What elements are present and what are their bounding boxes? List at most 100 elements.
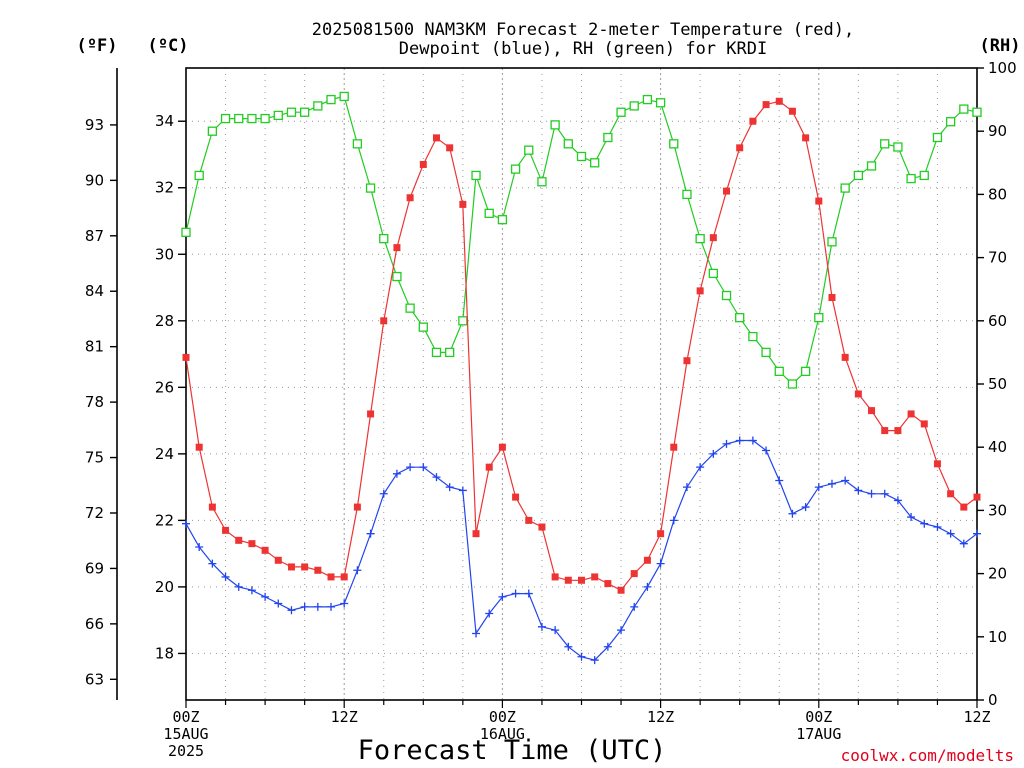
rh-tick-label: 0 [988,691,998,709]
dewpoint-point [854,486,863,495]
rh-point [194,170,204,181]
rh-point [814,312,824,323]
temperature-series [182,97,981,594]
dewpoint-point [406,463,415,472]
dewpoint-point [933,523,942,532]
fahrenheit-tick-label: 72 [85,504,104,522]
temperature-point [828,294,836,302]
celsius-tick-label: 32 [155,179,174,197]
dewpoint-point [392,469,401,478]
temperature-point [894,427,902,435]
rh-point [616,107,626,117]
temperature-point [696,287,704,295]
dewpoint-point [458,486,467,495]
fahrenheit-tick-label: 63 [85,670,104,688]
dewpoint-point [472,629,481,638]
rh-point [299,107,310,117]
temperature-point [248,540,256,548]
rh-point [220,113,231,124]
rh-point [365,183,376,193]
dewpoint-point [893,496,902,505]
temperature-point [287,563,295,571]
temperature-point [353,503,361,511]
rh-point [379,233,389,244]
dewpoint-point [182,519,190,528]
rh-tick-label: 40 [988,438,1007,456]
dewpoint-point [340,599,349,608]
temperature-point [195,443,203,451]
tick-labels: 18 20 22 24 26 28 30 32 34 63 66 69 72 75 78 81 84 87 90 93… [85,59,1017,760]
dewpoint-point [973,529,981,538]
fahrenheit-tick-label: 84 [85,282,104,300]
dewpoint-point [419,463,428,472]
temperature-point [235,536,243,544]
rh-tick-label: 30 [988,501,1007,519]
rh-point [708,268,718,279]
temperature-point [301,563,309,571]
x-tick-label: 12Z [331,708,358,726]
rh-point [471,170,481,181]
dewpoint-point [498,592,507,601]
rh-point [510,164,521,174]
temperature-point [340,573,348,581]
dewpoint-point [366,529,375,538]
celsius-tick-label: 18 [155,644,174,662]
temperature-point [578,576,585,584]
dewpoint-point [432,473,441,482]
dewpoint-point [669,516,678,525]
dewpoint-point [946,529,955,538]
rh-tick-label: 50 [988,375,1007,393]
fahrenheit-tick-label: 69 [85,559,104,577]
rh-point [537,177,547,187]
rh-point [550,120,560,130]
temperature-point [630,570,638,578]
dewpoint-point [959,539,968,548]
temperature-point [591,573,599,581]
temperature-point [604,580,612,588]
rh-point [642,94,653,105]
x-tick-label: 2025 [168,742,204,760]
rh-point [524,145,534,155]
rh-point [721,290,732,301]
dewpoint-line [185,439,978,661]
rh-point [313,101,323,111]
rh-point [655,98,666,108]
temperature-point [222,526,230,534]
dewpoint-point [485,609,494,618]
rh-tick-label: 80 [988,185,1007,203]
temperature-point [815,197,823,205]
temperature-point [208,503,216,511]
dewpoint-point [445,483,454,492]
temperature-point [512,493,520,501]
rh-tick-label: 90 [988,122,1007,140]
x-tick-label: 15AUG [163,725,208,743]
dewpoint-point [274,599,283,608]
axes [110,67,984,708]
temperature-point [327,573,335,581]
rh-point [326,94,336,105]
rh-point [497,215,508,225]
rh-point [735,312,745,323]
dewpoint-point [313,602,322,611]
dewpoint-point [564,642,573,651]
rh-point [590,158,600,168]
celsius-tick-label: 28 [155,312,174,330]
rh-point [840,183,850,193]
celsius-tick-label: 30 [155,245,174,263]
fahrenheit-tick-label: 87 [85,227,104,245]
temperature-point [657,530,665,538]
rh-point [800,366,811,377]
x-tick-label: 17AUG [796,725,841,743]
temperature-point [643,556,651,564]
temperature-point [933,460,941,468]
rh-point [458,316,468,326]
dewpoint-point [551,626,560,635]
x-tick-label: 16AUG [480,725,525,743]
dewpoint-point [643,582,652,591]
temperature-point [485,463,493,471]
celsius-tick-label: 20 [155,578,174,596]
rh-point [748,331,758,342]
dewpoint-point [920,519,929,528]
celsius-tick-label: 24 [155,445,174,463]
dewpoint-series [182,436,981,665]
